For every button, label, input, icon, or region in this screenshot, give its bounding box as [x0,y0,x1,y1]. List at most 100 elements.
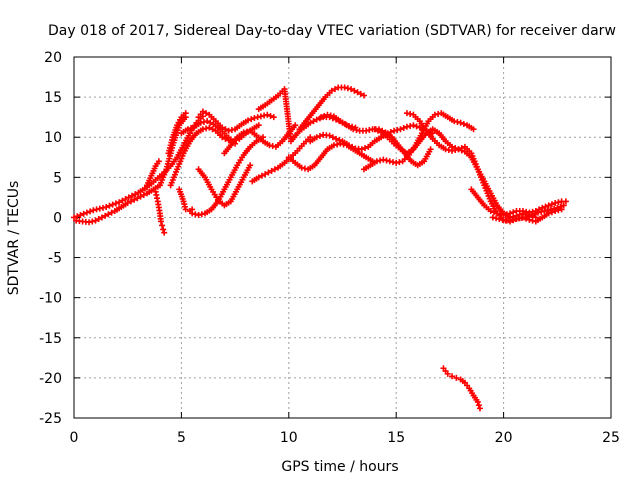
data-point [373,158,380,165]
data-point [449,147,456,154]
data-point [203,110,210,117]
data-point [105,211,112,218]
y-tick-label: 5 [53,170,62,186]
data-point [360,92,367,99]
y-tick-label: 10 [44,130,62,146]
data-point [496,216,503,223]
data-point [507,210,514,217]
axis-ticks [73,56,612,419]
data-point [410,122,417,129]
data-point [416,124,423,131]
data-point [298,164,305,171]
data-point [489,214,496,221]
data-point [329,134,336,141]
data-point [184,126,191,133]
data-point [451,118,458,125]
data-point [366,127,373,134]
data-point [307,119,314,126]
data-point [400,124,407,131]
data-point [391,127,398,134]
data-point [209,126,216,133]
data-point [539,204,546,211]
data-point [206,124,213,131]
data-point [310,118,317,125]
data-point [292,122,299,129]
grid-lines [74,57,611,418]
data-point [127,198,134,205]
data-point [548,201,555,208]
data-point [407,122,414,129]
data-point [494,210,501,217]
data-point [557,203,564,210]
data-point [442,146,449,153]
data-point [261,112,268,119]
data-point [102,212,109,219]
data-point [526,216,533,223]
data-point [159,222,166,229]
data-point [353,127,360,134]
data-point [558,206,565,213]
data-point [160,226,167,233]
data-point [122,195,129,202]
data-point [247,162,254,169]
data-point [200,118,207,125]
y-axis-tick-labels: 20 15 10 5 0 -5 -10 -15 -20 -25 [39,50,62,427]
data-point [457,119,464,126]
data-point [326,132,333,139]
data-point [509,216,516,223]
data-point [92,217,99,224]
x-tick-label: 15 [387,430,405,446]
data-point [203,125,210,132]
data-point [119,197,126,204]
data-point [197,119,204,126]
data-point [244,117,251,124]
data-point [90,207,97,214]
data-point [357,90,364,97]
data-point [387,129,394,136]
x-tick-label: 5 [177,430,186,446]
data-point [531,210,538,217]
data-point [393,159,400,166]
data-point [458,145,465,152]
data-point [331,86,338,93]
data-point [189,206,196,213]
data-point [541,208,548,215]
data-point [199,108,206,115]
data-point [403,123,410,130]
data-point [474,398,481,405]
data-point [545,202,552,209]
data-point [351,87,358,94]
x-tick-label: 25 [602,430,620,446]
data-point [93,206,100,213]
series-track-j [195,162,254,209]
x-tick-label: 0 [70,430,79,446]
data-point [313,134,320,141]
data-point [199,126,206,133]
data-point [476,405,483,412]
data-point [106,202,113,209]
data-point [198,211,205,218]
data-point [389,159,396,166]
data-point [108,209,115,216]
data-point [161,229,168,236]
data-point [362,145,369,152]
data-point [333,135,340,142]
data-point [327,112,334,119]
data-point [255,122,262,129]
data-point [265,169,272,176]
data-point [87,208,94,215]
data-point [222,126,229,133]
data-point [264,111,271,118]
series-track-e [165,110,189,157]
data-point [271,166,278,173]
data-point [562,198,569,205]
data-point [219,124,226,131]
series-track-i [189,134,267,219]
data-point [490,209,497,216]
y-tick-label: 0 [53,210,62,226]
data-point [374,127,381,134]
data-point [460,120,467,127]
data-point [358,146,365,153]
x-tick-label: 10 [280,430,298,446]
